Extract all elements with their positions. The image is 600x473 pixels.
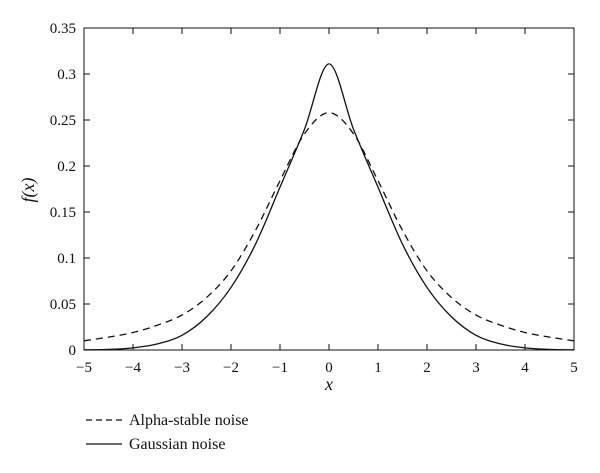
x-tick-label: −4 <box>125 360 141 376</box>
x-tick-label: −1 <box>272 360 288 376</box>
y-tick-label: 0.05 <box>50 297 76 313</box>
x-tick-label: −3 <box>174 360 190 376</box>
legend: Alpha-stable noise Gaussian noise <box>86 412 249 453</box>
alpha-stable-curve <box>83 111 575 342</box>
y-tick-label: 0.25 <box>50 113 76 129</box>
curve-layer <box>83 63 575 351</box>
legend-label-alpha-stable: Alpha-stable noise <box>129 412 249 429</box>
y-tick-label: 0.35 <box>50 21 76 37</box>
x-tick-label: 5 <box>570 360 578 376</box>
tick-layer: −5 −4 −3 −2 −1 0 1 2 3 4 5 0 0.05 0.1 0.15 0.2 0.25 0.3 0.… <box>50 21 578 376</box>
plot-frame <box>83 27 575 351</box>
x-tick-label: −2 <box>223 360 239 376</box>
x-tick-label: −5 <box>76 360 92 376</box>
x-tick-label: 0 <box>325 360 333 376</box>
y-tick-label: 0.1 <box>57 251 76 267</box>
legend-label-gaussian: Gaussian noise <box>129 436 225 453</box>
x-tick-label: 1 <box>374 360 382 376</box>
y-tick-label: 0.2 <box>57 159 76 175</box>
y-tick-label: 0.15 <box>50 205 76 221</box>
y-tick-label: 0.3 <box>57 67 76 83</box>
x-tick-label: 4 <box>521 360 529 376</box>
gaussian-curve <box>83 63 575 351</box>
y-axis-label: f(x) <box>18 178 39 203</box>
y-tick-label: 0 <box>69 343 77 359</box>
x-tick-label: 2 <box>423 360 431 376</box>
x-tick-label: 3 <box>472 360 480 376</box>
x-axis-label: x <box>324 374 333 394</box>
